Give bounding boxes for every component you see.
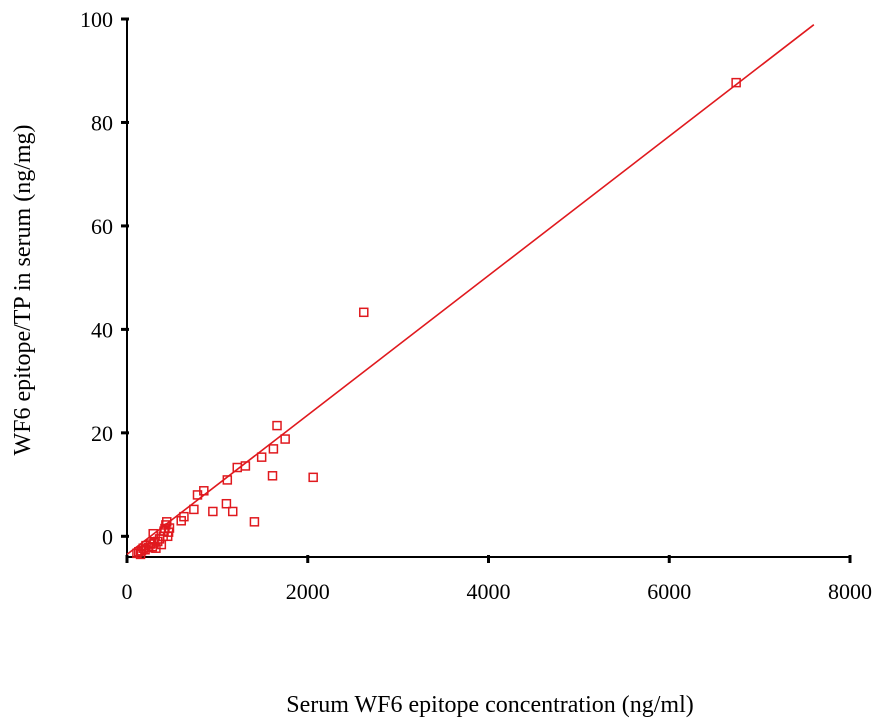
data-point [268,444,279,454]
data-point [280,434,290,444]
regression-line [126,24,815,556]
data-point [359,307,369,318]
data-point [731,77,741,88]
x-tick-label: 4000 [467,579,511,604]
tick-labels: 0 20 40 60 80 100 0 2000 4000 6000 8000 [80,7,872,604]
y-axis-title: WF6 epitope/TP in serum (ng/mg) [10,124,36,455]
data-points [132,77,741,560]
data-point [162,517,172,527]
data-point [189,504,199,515]
x-axis-title: Serum WF6 epitope concentration (ng/ml) [286,692,693,718]
data-point [272,420,282,431]
data-point [256,452,267,462]
y-tick-label: 100 [80,7,113,32]
x-tick-label: 0 [122,579,133,604]
data-point [240,461,251,471]
x-tick-label: 2000 [286,579,330,604]
data-point [267,471,278,481]
y-tick-label: 0 [102,524,113,549]
data-point [164,523,175,533]
y-tick-label: 60 [91,214,113,239]
data-point [221,498,232,509]
x-tick-label: 6000 [647,579,691,604]
data-point [308,472,318,483]
data-point [227,506,238,517]
data-point [208,506,218,517]
fit-line-layer [126,24,815,556]
data-point [179,511,189,522]
x-tick-label: 8000 [828,579,872,604]
data-point [199,486,209,496]
axes [121,17,852,563]
data-point [222,475,233,485]
y-tick-label: 80 [91,110,113,135]
y-tick-label: 20 [91,421,113,446]
y-tick-label: 40 [91,317,113,342]
data-point [249,517,260,527]
